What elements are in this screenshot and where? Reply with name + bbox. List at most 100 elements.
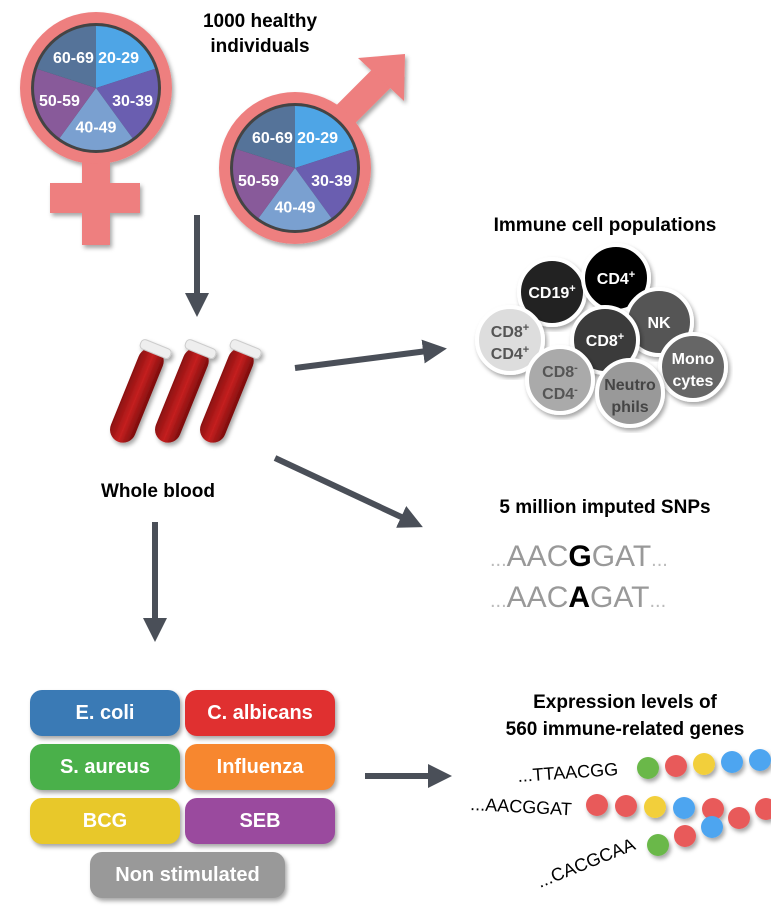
expression-title-1: Expression levels of <box>533 692 717 713</box>
cell-label: NK <box>647 315 671 332</box>
snp-allele: G <box>568 540 591 573</box>
seq-part: AAC <box>507 540 569 573</box>
bead-red <box>728 807 750 829</box>
age-label: 30-39 <box>112 93 153 110</box>
seq-dots: ... <box>490 549 507 571</box>
male-age-pie: 20-29 30-39 40-49 50-59 60-69 <box>230 103 360 233</box>
cell-7: Neutro phils <box>595 358 665 428</box>
bead-red <box>702 798 724 820</box>
pie-slice <box>37 26 96 88</box>
snps-title: 5 million imputed SNPs <box>499 497 710 518</box>
age-label: 30-39 <box>311 173 352 190</box>
bead-blue <box>721 751 743 773</box>
age-label: 60-69 <box>53 50 94 67</box>
immune-cells: CD19+CD4+NKCD8+CD8+CD4+MonocytesCD8-CD4-… <box>475 243 728 428</box>
title-line-1: 1000 healthy <box>203 11 317 32</box>
cell-label: CD19+ <box>528 283 575 302</box>
bead-green <box>637 757 659 779</box>
cell-marker: NK <box>647 315 671 332</box>
cell-sign: + <box>618 331 624 343</box>
read-1: ...TTAACGG <box>517 759 619 786</box>
snp-sequence-2: ...AACAGAT... <box>490 581 666 614</box>
cell-marker: CD4 <box>491 346 523 363</box>
pie-slice <box>258 168 332 231</box>
bead-yellow <box>693 753 715 775</box>
seq-dots: ... <box>490 590 507 612</box>
age-label: 60-69 <box>252 130 293 147</box>
bead-blue <box>749 749 771 771</box>
pie-slice <box>236 106 295 168</box>
expression-beads <box>586 749 771 856</box>
bead-blue <box>673 797 695 819</box>
female-age-pie: 20-29 30-39 40-49 50-59 60-69 <box>31 23 161 153</box>
bead-green <box>647 834 669 856</box>
arrow-to-cells <box>294 339 447 371</box>
cell-marker: CD4 <box>542 386 574 403</box>
cell-label: CD8- <box>542 362 578 381</box>
stimulus-e-coli: E. coli <box>30 690 180 736</box>
cell-label: phils <box>611 399 648 416</box>
age-label: 40-49 <box>76 119 117 136</box>
cell-label: CD4- <box>542 384 578 403</box>
age-label: 50-59 <box>238 173 279 190</box>
pie-slice <box>295 148 357 219</box>
cell-label: CD4+ <box>597 269 635 288</box>
seq-dots: ... <box>651 549 668 571</box>
pie-slice <box>59 88 133 150</box>
bead-blue <box>701 816 723 838</box>
seq-part: GAT <box>590 581 649 614</box>
cell-circle <box>595 358 665 428</box>
pie-slice <box>96 68 158 139</box>
bead-red <box>674 825 696 847</box>
cell-sign: + <box>523 344 529 356</box>
cell-label: cytes <box>673 373 714 390</box>
cell-marker: CD8 <box>542 364 574 381</box>
cell-label: Mono <box>672 351 715 368</box>
bead-red <box>665 755 687 777</box>
stimulus-c-albicans: C. albicans <box>185 690 335 736</box>
cell-sign: + <box>523 322 529 334</box>
stimulus-seb: SEB <box>185 798 335 844</box>
cell-sign: - <box>574 384 578 396</box>
pie-slice <box>295 106 354 168</box>
cell-sign: + <box>569 283 575 295</box>
age-label: 50-59 <box>39 93 80 110</box>
snp-allele: A <box>568 581 590 614</box>
read-2: ...AACGGAT <box>470 794 573 819</box>
cell-sign: - <box>574 362 578 374</box>
expression-title-2: 560 immune-related genes <box>506 719 745 740</box>
pie-slice <box>233 148 295 219</box>
seq-dots: ... <box>649 590 666 612</box>
seq-part: GAT <box>592 540 651 573</box>
age-label: 40-49 <box>275 199 316 216</box>
cell-circle <box>475 305 545 375</box>
title-line-2: individuals <box>210 36 309 57</box>
age-label: 20-29 <box>297 130 338 147</box>
cell-marker: CD8 <box>586 333 618 350</box>
cell-4: CD8+CD4+ <box>475 305 545 375</box>
cell-5: Mono cytes <box>658 332 728 402</box>
bead-red <box>755 798 771 820</box>
bead-yellow <box>644 796 666 818</box>
snp-sequence-1: ...AACGGAT... <box>490 540 668 573</box>
cell-circle <box>658 332 728 402</box>
cell-sign: + <box>629 269 635 281</box>
age-label: 20-29 <box>98 50 139 67</box>
blood-tubes-icon <box>110 339 262 443</box>
stimulus-influenza: Influenza <box>185 744 335 790</box>
cell-marker: CD4 <box>597 271 629 288</box>
stimulus-non-stimulated: Non stimulated <box>90 852 285 898</box>
cell-label: CD8+ <box>586 331 624 350</box>
pie-slice <box>96 26 155 88</box>
cell-label: Neutro <box>604 377 656 394</box>
stimulus-s-aureus: S. aureus <box>30 744 180 790</box>
read-3: ...CACGCAA <box>534 834 638 892</box>
cell-circle <box>525 345 595 415</box>
arrow-to-snps <box>273 455 423 528</box>
cell-marker: CD19 <box>528 285 569 302</box>
stimulus-bcg: BCG <box>30 798 180 844</box>
bead-red <box>615 795 637 817</box>
cell-label: CD4+ <box>491 344 529 363</box>
bead-red <box>586 794 608 816</box>
